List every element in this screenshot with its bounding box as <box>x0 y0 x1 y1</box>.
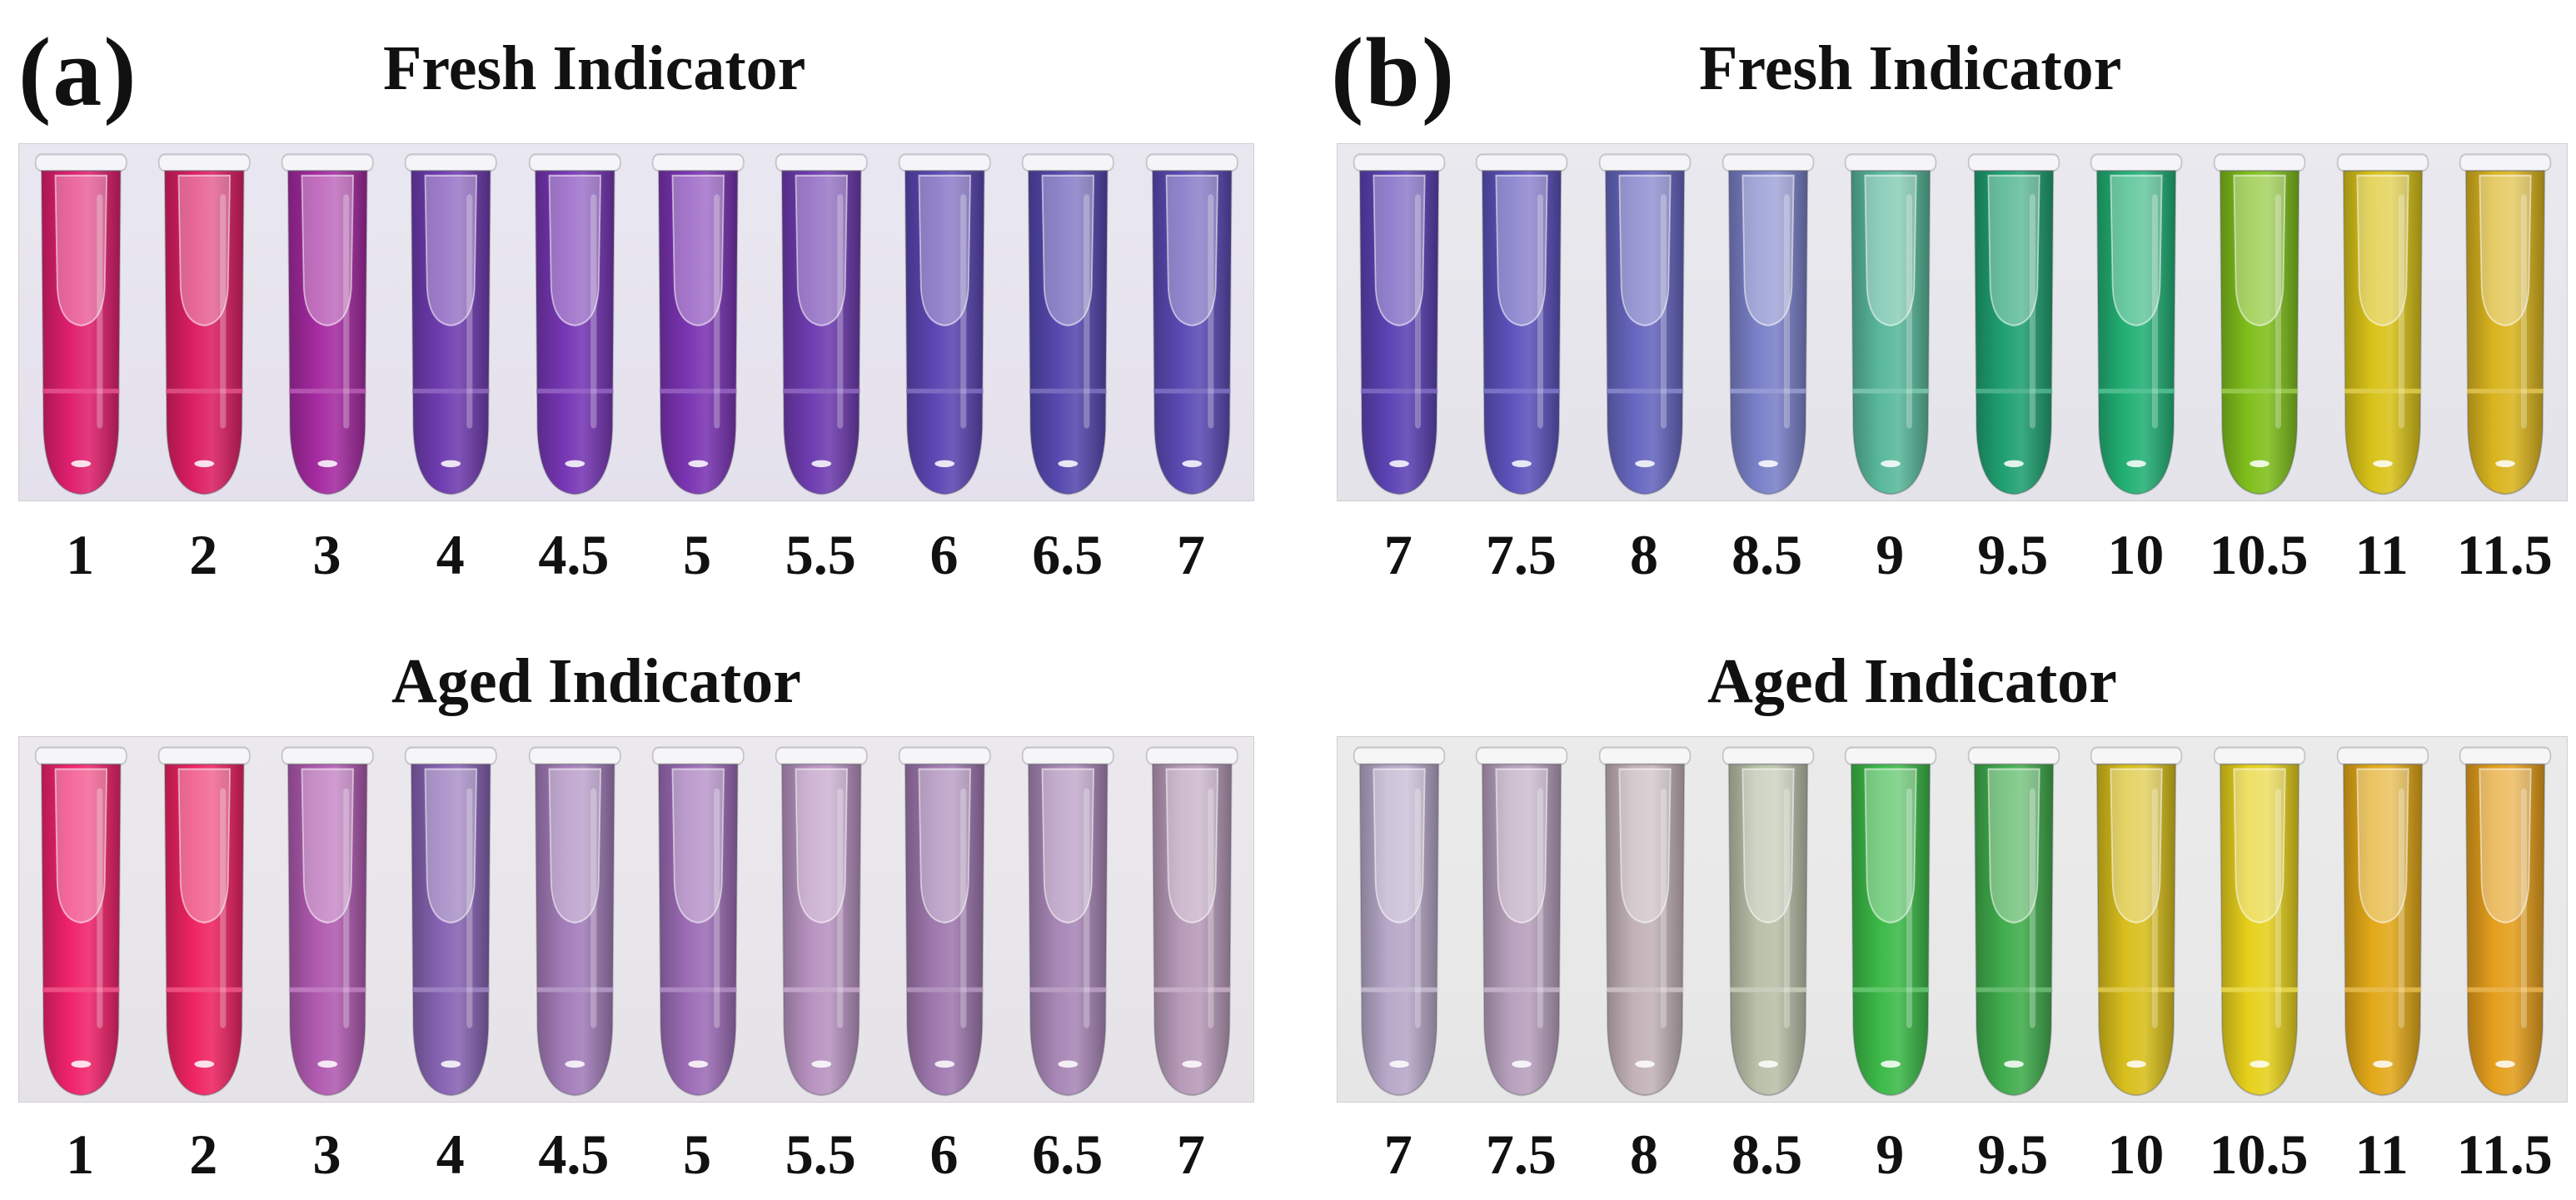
ph-label: 7.5 <box>1485 523 1557 586</box>
ph-label: 4.5 <box>538 1123 610 1186</box>
ph-label: 11.5 <box>2456 1123 2553 1186</box>
test-tube <box>2456 740 2554 1100</box>
panel-b-letter: (b) <box>1331 17 1457 127</box>
test-tube <box>1143 740 1242 1100</box>
ph-label: 7.5 <box>1485 1123 1557 1186</box>
test-tube <box>2334 147 2432 499</box>
test-tube <box>526 740 625 1100</box>
test-tube <box>1719 147 1817 499</box>
test-tube <box>895 740 994 1100</box>
test-tube <box>895 147 994 499</box>
ph-label: 1 <box>66 1123 95 1186</box>
ph-label: 11 <box>2354 1123 2409 1186</box>
ph-label: 5.5 <box>785 1123 856 1186</box>
ph-label: 11 <box>2354 523 2409 586</box>
ph-label: 8 <box>1630 523 1658 586</box>
panel-b-aged-labels: 7 7.5 8 8.5 9 9.5 10 10.5 11 11.5 <box>1337 1126 2568 1193</box>
panel-b-aged-photo <box>1337 736 2568 1103</box>
ph-label: 5 <box>683 523 712 586</box>
test-tube <box>1019 147 1118 499</box>
ph-label: 1 <box>66 523 95 586</box>
ph-label: 2 <box>189 1123 218 1186</box>
ph-label: 8.5 <box>1731 523 1803 586</box>
ph-label: 7 <box>1383 1123 1413 1186</box>
test-tube <box>32 740 131 1100</box>
ph-label: 6.5 <box>1032 523 1104 586</box>
test-tube <box>1596 147 1694 499</box>
test-tube <box>401 740 501 1100</box>
test-tube <box>2210 740 2309 1100</box>
ph-label: 10 <box>2107 1123 2165 1186</box>
ph-label: 9.5 <box>1977 1123 2049 1186</box>
ph-label: 10 <box>2107 523 2165 586</box>
test-tube <box>649 740 748 1100</box>
test-tube <box>401 147 501 499</box>
panel-b-fresh-labels: 7 7.5 8 8.5 9 9.5 10 10.5 11 11.5 <box>1337 526 2568 593</box>
panel-a-fresh-title: Fresh Indicator <box>383 33 806 103</box>
test-tube <box>1965 147 2063 499</box>
test-tube <box>1143 147 1242 499</box>
ph-label: 4 <box>436 1123 465 1186</box>
test-tube <box>1841 147 1940 499</box>
ph-label: 3 <box>312 1123 341 1186</box>
test-tube <box>1472 740 1571 1100</box>
test-tube <box>2456 147 2554 499</box>
test-tube <box>2334 740 2432 1100</box>
test-tube <box>32 147 131 499</box>
test-tube <box>278 147 377 499</box>
test-tube <box>772 147 871 499</box>
test-tube <box>1350 740 1448 1100</box>
ph-label: 7 <box>1383 523 1413 586</box>
panel-a-fresh-photo <box>18 143 1254 501</box>
ph-label: 10.5 <box>2209 523 2309 586</box>
panel-b-fresh-photo <box>1337 143 2568 501</box>
ph-label: 9 <box>1876 523 1905 586</box>
panel-a-aged-photo <box>18 736 1254 1103</box>
ph-label: 4 <box>436 523 465 586</box>
test-tube <box>772 740 871 1100</box>
test-tube <box>1965 740 2063 1100</box>
ph-label: 7 <box>1176 523 1205 586</box>
ph-label: 4.5 <box>538 523 610 586</box>
test-tube <box>1350 147 1448 499</box>
test-tube <box>1841 740 1940 1100</box>
test-tube <box>2087 740 2185 1100</box>
ph-label: 6 <box>929 1123 959 1186</box>
ph-label: 6 <box>929 523 959 586</box>
ph-label: 9.5 <box>1977 523 2049 586</box>
ph-label: 8.5 <box>1731 1123 1803 1186</box>
ph-label: 9 <box>1876 1123 1905 1186</box>
test-tube <box>526 147 625 499</box>
panel-a-aged-title: Aged Indicator <box>391 646 801 716</box>
panel-a-aged-labels: 1 2 3 4 4.5 5 5.5 6 6.5 7 <box>18 1126 1254 1193</box>
panel-a-letter: (a) <box>18 17 138 127</box>
ph-label: 7 <box>1176 1123 1205 1186</box>
panel-b-aged-title: Aged Indicator <box>1707 646 2117 716</box>
ph-label: 6.5 <box>1032 1123 1104 1186</box>
test-tube <box>278 740 377 1100</box>
test-tube <box>649 147 748 499</box>
test-tube <box>155 147 254 499</box>
ph-label: 3 <box>312 523 341 586</box>
test-tube <box>155 740 254 1100</box>
test-tube <box>1596 740 1694 1100</box>
ph-label: 2 <box>189 523 218 586</box>
panel-b-fresh-title: Fresh Indicator <box>1699 33 2122 103</box>
test-tube <box>1719 740 1817 1100</box>
ph-label: 8 <box>1630 1123 1658 1186</box>
ph-label: 11.5 <box>2456 523 2553 586</box>
test-tube <box>1472 147 1571 499</box>
test-tube <box>2210 147 2309 499</box>
test-tube <box>2087 147 2185 499</box>
test-tube <box>1019 740 1118 1100</box>
panel-a-fresh-labels: 1 2 3 4 4.5 5 5.5 6 6.5 7 <box>18 526 1254 593</box>
ph-label: 5.5 <box>785 523 856 586</box>
ph-label: 5 <box>683 1123 712 1186</box>
ph-label: 10.5 <box>2209 1123 2309 1186</box>
